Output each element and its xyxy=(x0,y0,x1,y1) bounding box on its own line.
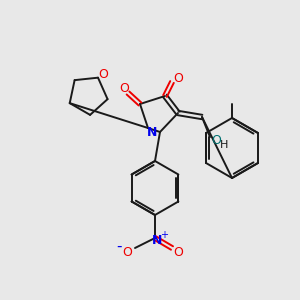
Text: H: H xyxy=(220,140,228,150)
Text: N: N xyxy=(152,233,162,247)
Text: O: O xyxy=(173,247,183,260)
Text: -: - xyxy=(116,238,122,253)
Text: O: O xyxy=(98,68,108,81)
Text: O: O xyxy=(173,71,183,85)
Text: O: O xyxy=(211,134,221,148)
Text: O: O xyxy=(119,82,129,94)
Text: O: O xyxy=(122,247,132,260)
Text: +: + xyxy=(160,230,168,240)
Text: N: N xyxy=(147,125,157,139)
